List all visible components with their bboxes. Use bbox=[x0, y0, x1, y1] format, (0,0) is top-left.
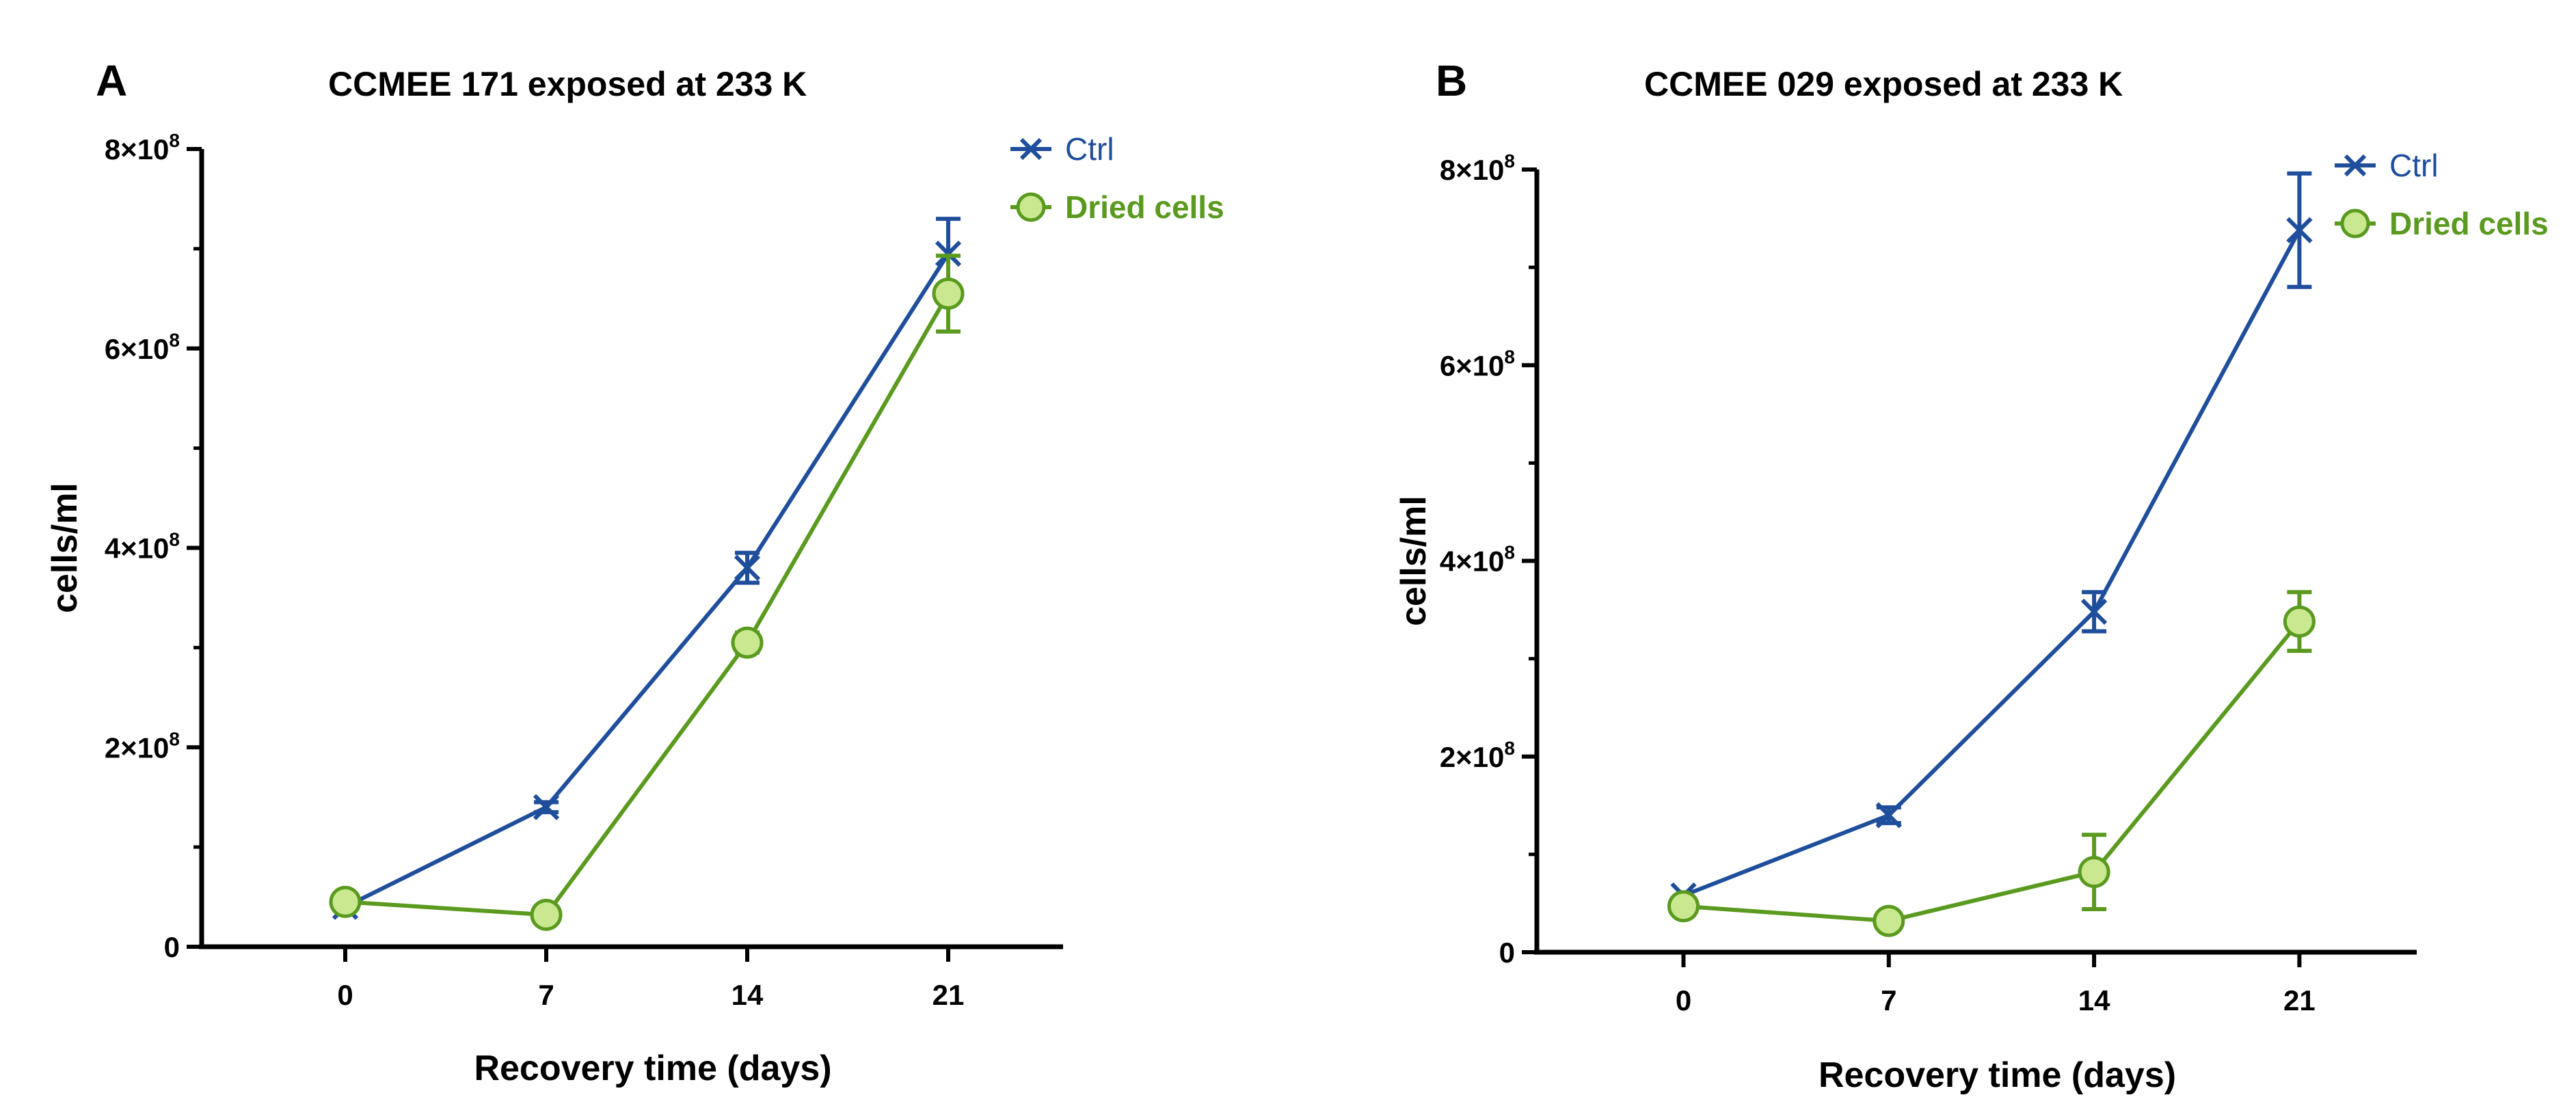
data-point-circle bbox=[2283, 605, 2316, 638]
chart-panel-a: A CCMEE 171 exposed at 233 K 0 2×108 4×108 6×… bbox=[45, 56, 1224, 1088]
x-tick-label: 14 bbox=[732, 979, 764, 1011]
data-point-circle bbox=[1873, 904, 1905, 937]
x-tick-label: 21 bbox=[933, 979, 965, 1011]
x-tick-label: 14 bbox=[2078, 984, 2110, 1016]
x-tick-label: 7 bbox=[1881, 984, 1896, 1016]
y-tick-label: 2×108 bbox=[105, 728, 180, 764]
chart-title: CCMEE 171 exposed at 233 K bbox=[328, 65, 807, 103]
x-axis-label: Recovery time (days) bbox=[474, 1049, 831, 1088]
data-point-x-marker bbox=[734, 554, 761, 581]
legend-label: Ctrl bbox=[2389, 148, 2439, 183]
series-line bbox=[1683, 620, 2301, 923]
chart-panel-b: B CCMEE 029 exposed at 233 K 0 2×108 4×108 6×… bbox=[1394, 56, 2549, 1095]
marker-stroke bbox=[2286, 217, 2313, 243]
x-tick-label: 7 bbox=[538, 979, 554, 1011]
y-tick-label: 4×108 bbox=[1440, 542, 1515, 578]
data-point-circle bbox=[530, 898, 563, 931]
data-point-x-marker bbox=[533, 794, 560, 820]
panel-letter: A bbox=[96, 56, 127, 105]
marker-stroke bbox=[2080, 598, 2108, 625]
data-point-circle bbox=[329, 885, 362, 918]
x-tick-label: 0 bbox=[337, 979, 353, 1011]
marker-stroke bbox=[734, 554, 761, 581]
chart-title: CCMEE 029 exposed at 233 K bbox=[1644, 65, 2123, 103]
series-line bbox=[344, 252, 950, 909]
legend-label: Ctrl bbox=[1065, 131, 1114, 167]
series-ctrl bbox=[1670, 171, 2313, 909]
series-dried-cells bbox=[329, 254, 965, 931]
data-point-circle bbox=[731, 626, 764, 659]
data-point-circle bbox=[932, 278, 965, 310]
marker-stroke bbox=[533, 794, 560, 820]
y-axis-label: cells/ml bbox=[45, 483, 85, 613]
legend-circle-marker bbox=[2340, 208, 2370, 239]
legend-label: Dried cells bbox=[1065, 189, 1224, 225]
series-ctrl bbox=[332, 217, 962, 920]
x-axis-label: Recovery time (days) bbox=[1819, 1055, 2176, 1095]
legend-x-marker bbox=[2344, 154, 2367, 177]
y-tick-label: 0 bbox=[1499, 936, 1515, 969]
data-point-circle bbox=[1667, 890, 1700, 923]
y-tick-label: 2×108 bbox=[1440, 738, 1515, 773]
x-tick-label: 0 bbox=[1676, 984, 1691, 1016]
legend: Ctrl Dried cells bbox=[2335, 148, 2549, 241]
y-tick-label: 6×108 bbox=[1440, 346, 1515, 381]
y-tick-label: 6×108 bbox=[105, 329, 180, 365]
legend: Ctrl Dried cells bbox=[1010, 131, 1224, 225]
legend-label: Dried cells bbox=[2389, 206, 2549, 241]
y-tick-label: 8×108 bbox=[1440, 150, 1515, 186]
data-point-x-marker bbox=[2286, 217, 2313, 243]
legend-x-marker bbox=[1019, 137, 1043, 161]
y-tick-label: 4×108 bbox=[105, 529, 180, 565]
legend-circle-marker bbox=[1016, 192, 1046, 222]
panel-letter: B bbox=[1436, 56, 1467, 105]
y-axis-label: cells/ml bbox=[1394, 496, 1434, 626]
marker-stroke bbox=[1875, 802, 1902, 828]
x-tick-label: 21 bbox=[2283, 984, 2316, 1016]
series-line bbox=[1682, 229, 2302, 898]
y-tick-label: 0 bbox=[164, 931, 180, 963]
series-dried-cells bbox=[1667, 590, 2316, 937]
y-tick-label: 8×108 bbox=[105, 130, 180, 165]
series-line bbox=[345, 293, 950, 917]
data-point-circle bbox=[2078, 856, 2110, 889]
data-point-x-marker bbox=[1875, 802, 1902, 828]
data-point-x-marker bbox=[2080, 598, 2108, 625]
